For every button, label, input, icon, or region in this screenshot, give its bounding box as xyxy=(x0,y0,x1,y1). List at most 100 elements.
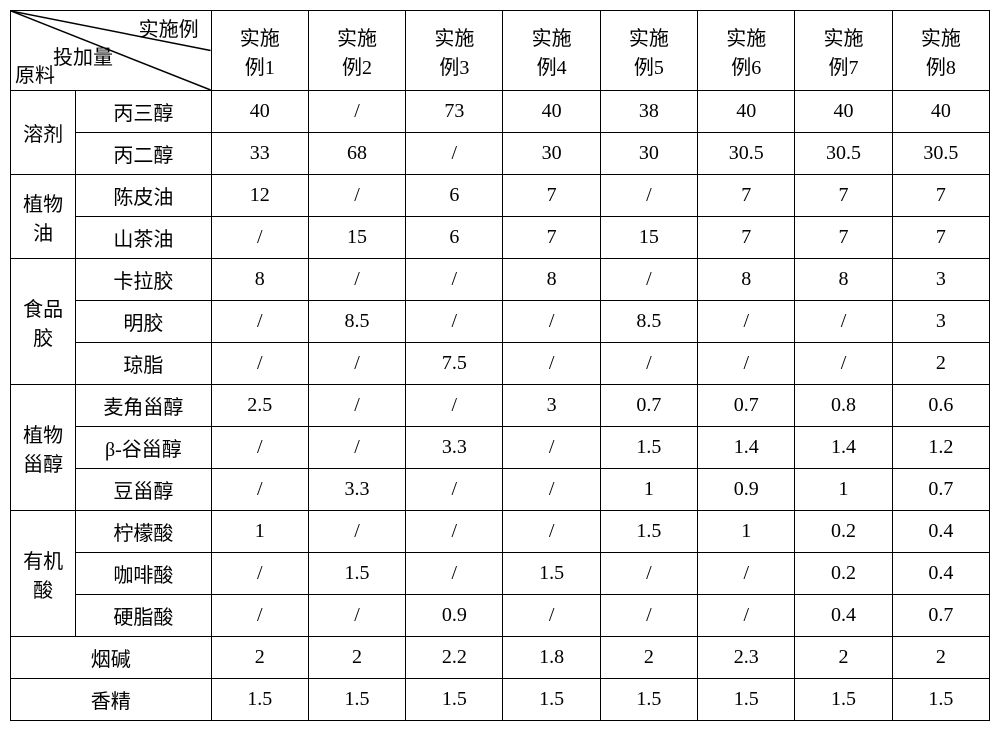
value-cell: 30.5 xyxy=(892,133,989,175)
value-cell: / xyxy=(600,175,697,217)
value-cell: 2 xyxy=(308,637,405,679)
value-cell: / xyxy=(211,553,308,595)
diag-bot: 原料 xyxy=(15,59,55,88)
col-header-7: 实施例7 xyxy=(795,11,892,91)
value-cell: 1.5 xyxy=(795,679,892,721)
value-cell: 30 xyxy=(600,133,697,175)
col-header-4: 实施例4 xyxy=(503,11,600,91)
value-cell: / xyxy=(211,343,308,385)
value-cell: 3.3 xyxy=(308,469,405,511)
value-cell: 0.7 xyxy=(892,469,989,511)
value-cell: / xyxy=(211,427,308,469)
value-cell: / xyxy=(406,301,503,343)
col-header-3: 实施例3 xyxy=(406,11,503,91)
group-label: 植物甾醇 xyxy=(11,385,76,511)
value-cell: / xyxy=(795,301,892,343)
value-cell: 1 xyxy=(698,511,795,553)
value-cell: / xyxy=(211,301,308,343)
ingredient-name: 丙三醇 xyxy=(76,91,211,133)
value-cell: / xyxy=(503,595,600,637)
col-header-6: 实施例6 xyxy=(698,11,795,91)
value-cell: 8.5 xyxy=(308,301,405,343)
value-cell: 1 xyxy=(211,511,308,553)
value-cell: / xyxy=(406,259,503,301)
value-cell: 1 xyxy=(600,469,697,511)
ingredient-name: β-谷甾醇 xyxy=(76,427,211,469)
value-cell: 3 xyxy=(892,301,989,343)
value-cell: 1 xyxy=(795,469,892,511)
value-cell: 0.4 xyxy=(795,595,892,637)
value-cell: / xyxy=(308,343,405,385)
value-cell: 12 xyxy=(211,175,308,217)
value-cell: 1.5 xyxy=(503,679,600,721)
value-cell: 3 xyxy=(892,259,989,301)
value-cell: / xyxy=(698,343,795,385)
value-cell: 2 xyxy=(600,637,697,679)
value-cell: 1.5 xyxy=(308,679,405,721)
value-cell: / xyxy=(308,595,405,637)
value-cell: / xyxy=(503,469,600,511)
value-cell: 40 xyxy=(698,91,795,133)
value-cell: 15 xyxy=(600,217,697,259)
value-cell: 7 xyxy=(892,217,989,259)
value-cell: 1.4 xyxy=(795,427,892,469)
value-cell: / xyxy=(600,553,697,595)
value-cell: / xyxy=(406,385,503,427)
value-cell: / xyxy=(503,427,600,469)
value-cell: 30.5 xyxy=(795,133,892,175)
value-cell: 7 xyxy=(892,175,989,217)
group-label: 食品胶 xyxy=(11,259,76,385)
value-cell: 1.5 xyxy=(503,553,600,595)
value-cell: 1.5 xyxy=(698,679,795,721)
value-cell: 8 xyxy=(698,259,795,301)
value-cell: / xyxy=(600,595,697,637)
value-cell: / xyxy=(698,553,795,595)
ingredient-name: 陈皮油 xyxy=(76,175,211,217)
diag-top: 实施例 xyxy=(139,13,199,42)
value-cell: 2.5 xyxy=(211,385,308,427)
col-header-5: 实施例5 xyxy=(600,11,697,91)
value-cell: 7.5 xyxy=(406,343,503,385)
value-cell: / xyxy=(406,133,503,175)
value-cell: 1.5 xyxy=(600,511,697,553)
ingredient-name: 柠檬酸 xyxy=(76,511,211,553)
value-cell: 1.5 xyxy=(406,679,503,721)
ingredient-name: 琼脂 xyxy=(76,343,211,385)
value-cell: 40 xyxy=(892,91,989,133)
value-cell: 7 xyxy=(503,175,600,217)
ingredient-name: 咖啡酸 xyxy=(76,553,211,595)
value-cell: 2 xyxy=(892,637,989,679)
value-cell: 7 xyxy=(795,175,892,217)
ingredient-name: 山茶油 xyxy=(76,217,211,259)
value-cell: 73 xyxy=(406,91,503,133)
ingredient-name: 豆甾醇 xyxy=(76,469,211,511)
value-cell: 0.8 xyxy=(795,385,892,427)
value-cell: 2.2 xyxy=(406,637,503,679)
col-header-8: 实施例8 xyxy=(892,11,989,91)
value-cell: 1.5 xyxy=(600,427,697,469)
value-cell: 15 xyxy=(308,217,405,259)
value-cell: 7 xyxy=(795,217,892,259)
value-cell: / xyxy=(211,469,308,511)
value-cell: 2 xyxy=(211,637,308,679)
value-cell: / xyxy=(308,91,405,133)
value-cell: 2 xyxy=(795,637,892,679)
col-header-1: 实施例1 xyxy=(211,11,308,91)
value-cell: 0.2 xyxy=(795,511,892,553)
value-cell: / xyxy=(308,385,405,427)
value-cell: / xyxy=(503,343,600,385)
group-label: 有机酸 xyxy=(11,511,76,637)
group-label: 溶剂 xyxy=(11,91,76,175)
single-ingredient: 烟碱 xyxy=(11,637,212,679)
value-cell: 1.8 xyxy=(503,637,600,679)
value-cell: 0.6 xyxy=(892,385,989,427)
value-cell: 7 xyxy=(503,217,600,259)
value-cell: / xyxy=(406,553,503,595)
value-cell: 7 xyxy=(698,217,795,259)
value-cell: 7 xyxy=(698,175,795,217)
value-cell: 0.4 xyxy=(892,553,989,595)
value-cell: 30.5 xyxy=(698,133,795,175)
value-cell: / xyxy=(308,175,405,217)
value-cell: 8 xyxy=(503,259,600,301)
col-header-2: 实施例2 xyxy=(308,11,405,91)
